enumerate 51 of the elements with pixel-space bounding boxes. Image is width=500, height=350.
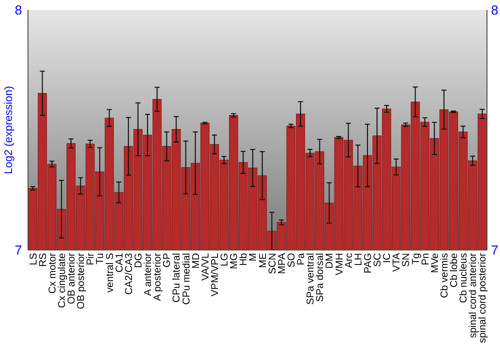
- y-axis-title: Log2 (expression): [3, 86, 15, 174]
- x-tick-label: IC: [382, 253, 394, 263]
- x-tick-label: SO: [286, 252, 298, 268]
- x-tick-label: spinal cord anterior: [468, 252, 480, 338]
- y2-tick-label: 7: [491, 242, 498, 258]
- x-tick-label: SPa ventral: [306, 253, 317, 305]
- x-tick-label: RS: [38, 252, 49, 267]
- x-tick-label: GP: [162, 252, 174, 268]
- x-tick-label: SPa dorsal: [315, 253, 326, 302]
- x-tick-label: LS: [28, 252, 40, 266]
- x-tick-label: Cx cingulate: [56, 252, 68, 308]
- x-tick-label: Tu: [95, 253, 106, 264]
- x-tick-label: DG: [133, 252, 144, 268]
- x-tick-label: Cb lobe: [449, 252, 460, 288]
- x-tick-label: Cx motor: [47, 252, 58, 294]
- x-tick-label: PAG: [362, 252, 374, 274]
- x-tick-label: Cb nucleus: [458, 253, 470, 304]
- x-tick-label: LG: [220, 252, 231, 266]
- x-tick-label: VTA: [392, 252, 403, 272]
- x-tick-label: ME: [258, 252, 269, 268]
- x-tick-label: DM: [324, 253, 336, 269]
- x-tick-label: MVe: [430, 252, 441, 274]
- x-tick-label: CA2/CA3: [124, 252, 135, 295]
- x-tick-label: Arc: [344, 253, 355, 268]
- x-tick-label: MG: [229, 252, 240, 270]
- x-tick-label: VPM/VPL: [210, 252, 221, 296]
- x-tick-label: Pa: [296, 252, 308, 266]
- x-tick-label: Pir: [86, 252, 97, 266]
- x-tick-label: VA/VL: [200, 252, 212, 281]
- y2-tick-label: 8: [491, 2, 498, 18]
- x-tick-label: SN: [401, 253, 412, 267]
- x-tick-label: MPA: [276, 252, 288, 274]
- x-tick-label: Tg: [410, 253, 422, 265]
- x-tick-label: Cb vermis: [439, 253, 450, 298]
- x-tick-label: CA1: [114, 252, 126, 272]
- x-tick-label: A posterior: [152, 252, 164, 301]
- x-tick-label: A anterior: [143, 252, 154, 296]
- x-tick-label: spinal cord posterior: [478, 252, 489, 344]
- x-tick-label: Hb: [238, 252, 250, 266]
- x-tick-label: MD: [190, 253, 202, 269]
- x-tick-label: LH: [353, 253, 364, 266]
- x-tick-label: SCN: [267, 253, 278, 274]
- x-tick-label: ventral S: [104, 252, 116, 292]
- x-tick-label: CPu medial: [181, 253, 192, 305]
- x-tick-label: Pn: [420, 253, 432, 266]
- x-tick-label: M: [248, 253, 260, 262]
- x-tick-label: OB posterior: [76, 252, 88, 310]
- x-tick-label: OB anterior: [66, 252, 78, 304]
- x-tick-label: VMH: [334, 253, 346, 276]
- x-tick-label: SC: [372, 253, 384, 267]
- x-tick-label: CPu lateral: [172, 253, 183, 302]
